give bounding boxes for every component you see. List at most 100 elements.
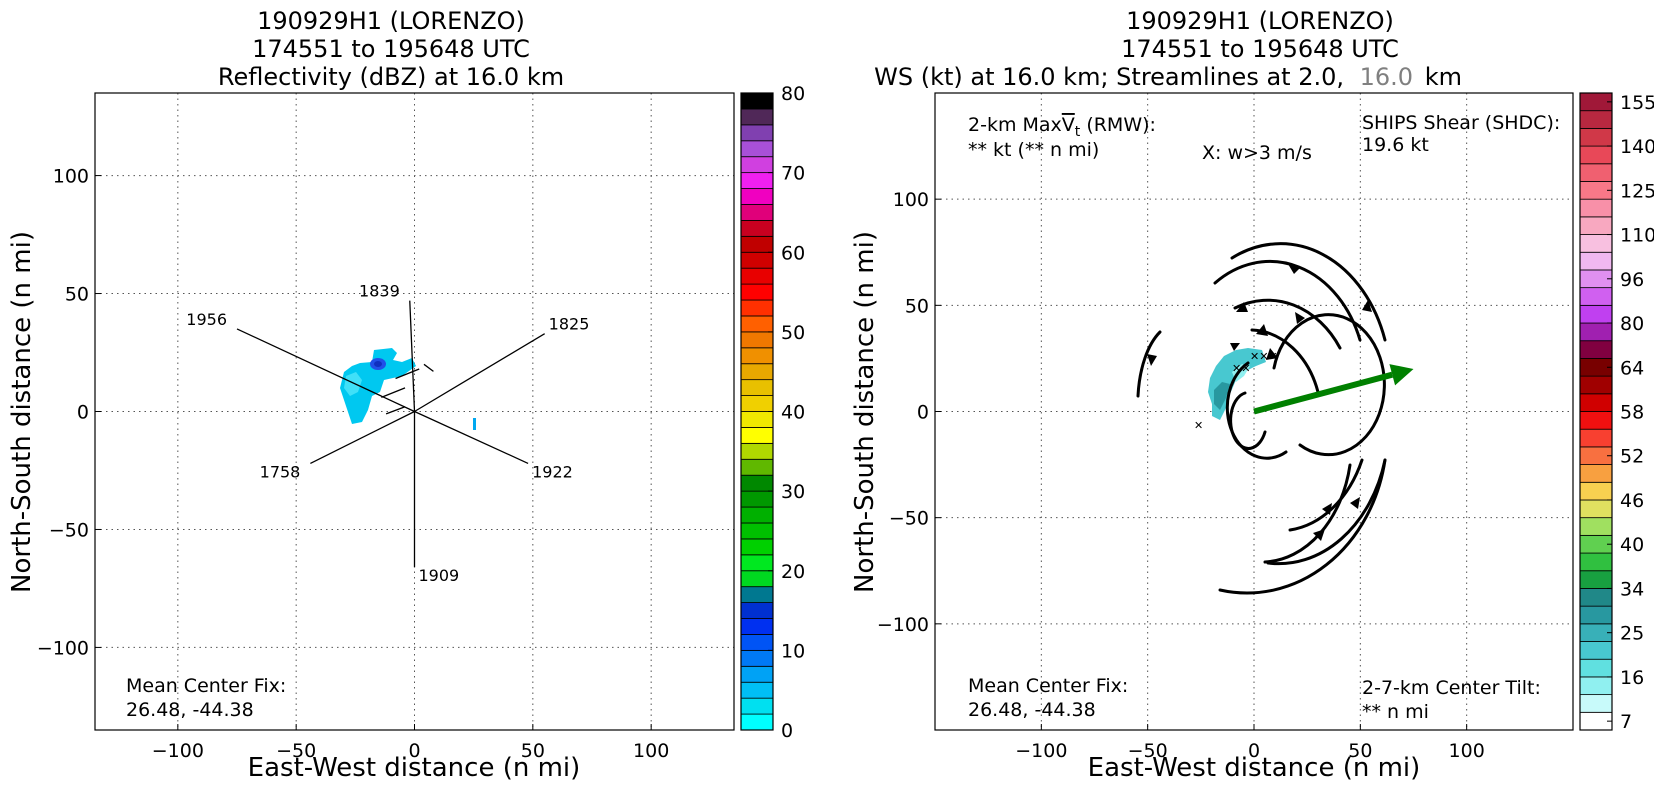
colorbar-bin [1579,251,1613,271]
colorbar-tick-label: 25 [1620,623,1644,645]
left-center-fix-label: Mean Center Fix: [126,675,286,697]
streamline-8 [1136,330,1162,398]
colorbar-tick-label: 52 [1620,446,1644,468]
colorbar-bin [1579,428,1613,448]
left-title-line2: 174551 to 195648 UTC [252,35,530,63]
colorbar-bin [740,713,774,731]
colorbar-tick-label: 40 [781,402,805,424]
right-title-line2: 174551 to 195648 UTC [1121,35,1399,63]
right-y-tick-labels: −100 −50 0 50 100 [877,189,941,636]
colorbar-bin [1579,464,1613,483]
colorbar-tick-label: 60 [781,242,805,264]
colorbar-bin [740,506,774,524]
x-tick-label: 0 [1248,740,1260,762]
colorbar-bin [740,427,774,444]
right-title-line3-main: WS (kt) at 16.0 km; Streamlines at 2.0, [874,63,1344,91]
colorbar-bin [1579,588,1613,607]
y-tick-label: 100 [53,166,89,188]
colorbar-bin [1579,287,1613,306]
arrowhead [1350,497,1360,509]
x-tick-label: 50 [521,740,545,762]
arrowhead [1362,300,1372,312]
arrowhead [1295,312,1305,324]
colorbar-tick-label: 80 [1620,313,1644,335]
reflectivity-panel: 190929H1 (LORENZO) 174551 to 195648 UTC … [7,7,805,783]
colorbar-bin [740,315,774,333]
streamline-2 [1225,361,1288,460]
flight-track [414,333,546,413]
colorbar-bin [1579,322,1613,342]
streamlines [1136,242,1387,595]
colorbar-bin [1579,641,1613,660]
colorbar-bin [1579,411,1613,430]
streamline-9 [1288,458,1364,532]
x-tick-label: 100 [1449,740,1485,762]
left-title-line3: Reflectivity (dBZ) at 16.0 km [218,63,564,91]
colorbar-bin [740,108,774,126]
colorbar-bin [740,411,774,428]
flight-track-time-label: 1922 [532,462,573,481]
colorbar-bin [740,379,774,396]
colorbar-bin [740,442,774,460]
colorbar-tick-label: 7 [1620,711,1632,733]
left-x-axis-label: East-West distance (n mi) [248,753,581,783]
colorbar-bin [740,586,774,603]
colorbar-bin [1579,304,1613,324]
left-center-fix-value: 26.48, -44.38 [126,699,254,721]
x-tick-label: −100 [152,740,204,762]
arrowhead [1230,343,1240,351]
flight-track-segment [385,406,406,415]
rmw-annotation-line1: 2-km MaxVt (RMW): [968,114,1156,140]
colorbar-bin [1579,393,1613,412]
colorbar-bin [740,331,774,349]
shear-vector-shaft [1253,371,1394,415]
colorbar-bin [740,363,774,381]
streamline-6 [1213,259,1362,342]
y-tick-label: 50 [65,284,89,306]
rmw-annotation-line2: ** kt (** n mi) [968,139,1099,161]
flight-track [236,328,415,413]
echo-fragment [473,418,476,430]
colorbar-tick-label: 125 [1620,180,1654,202]
colorbar-bin [740,554,774,572]
flight-track-time-label: 1909 [419,566,460,585]
colorbar-bin [740,665,774,683]
flight-track-segment [423,363,434,372]
echo-core-inner [374,361,382,367]
colorbar-bin [740,538,774,556]
right-title-line3-unit: km [1425,63,1462,91]
colorbar-tick-label: 46 [1620,490,1644,512]
colorbar-bin [1579,605,1613,625]
rmw-annotation-prefix: 2-km Max [968,114,1062,136]
colorbar-tick-label: 20 [781,561,805,583]
right-title-line1: 190929H1 (LORENZO) [1126,7,1394,35]
colorbar-tick-label: 140 [1620,136,1654,158]
colorbar-bin [740,474,774,492]
x-tick-label: −50 [276,740,316,762]
arrowhead [1266,348,1278,360]
colorbar-bin [740,347,774,365]
x-tick-label: −50 [1128,740,1168,762]
rmw-annotation-subscript: t [1075,124,1081,140]
colorbar-bin [740,522,774,540]
ws-region-dark [1214,382,1230,410]
colorbar-bin [740,490,774,508]
tilt-value: ** n mi [1362,701,1429,723]
y-tick-label: −50 [49,519,89,541]
colorbar-bin [740,156,774,174]
colorbar-bin [740,602,774,619]
colorbar-bin [740,235,774,253]
colorbar-bin [1579,340,1613,359]
colorbar-bin [1579,375,1613,395]
flight-tracks: 1956 1922 1839 1909 1825 1758 [186,282,589,586]
echo-region-main [340,348,416,424]
y-tick-label: −50 [889,508,929,530]
arrowhead [1256,324,1268,336]
colorbar-tick-label: 96 [1620,269,1644,291]
colorbar-bin [740,92,774,110]
flight-track-time-label: 1825 [549,315,590,334]
right-y-axis-label: North-South distance (n mi) [850,231,880,593]
colorbar-bin [740,251,774,269]
colorbar-tick-label: 70 [781,163,805,185]
